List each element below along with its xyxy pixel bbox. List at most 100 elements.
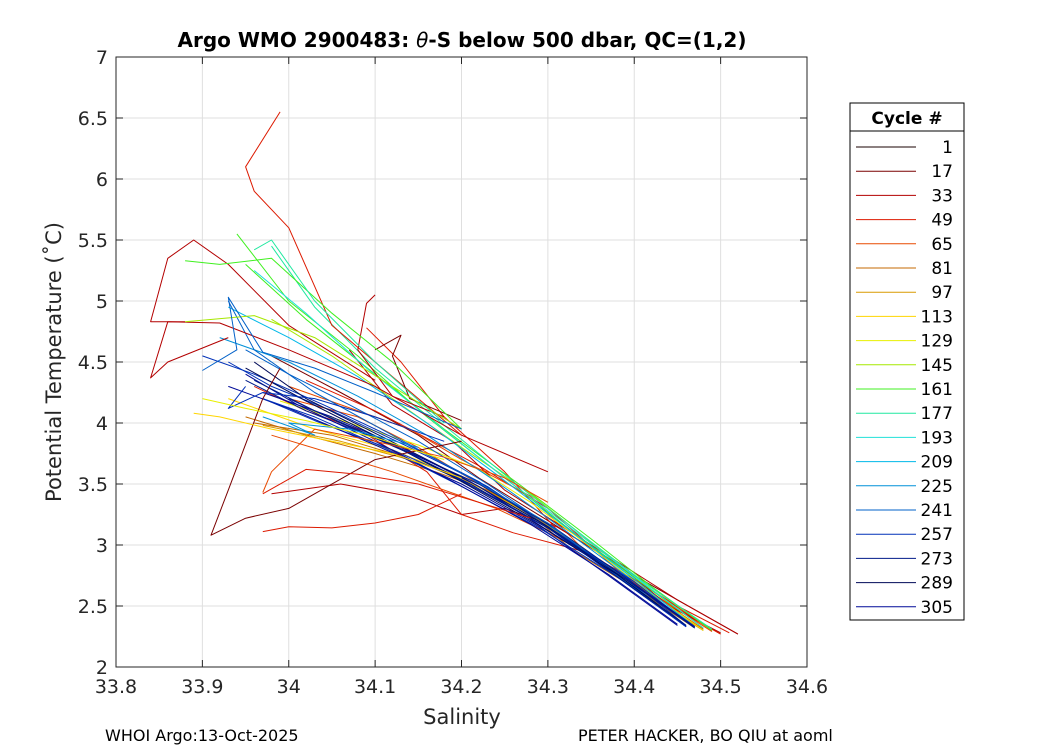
- chart-title-theta: θ: [416, 28, 428, 52]
- profile-lines: [150, 111, 739, 635]
- legend-entry-177: 177: [856, 404, 953, 424]
- y-tick-label: 4: [96, 413, 108, 435]
- profile-line-cycle-105: [202, 398, 445, 461]
- profile-line-cycle-12: [262, 493, 462, 533]
- legend-entry-225: 225: [856, 477, 953, 497]
- legend-label: 65: [931, 235, 953, 255]
- profile-line-cycle-6: [150, 239, 376, 381]
- legend-label: 177: [921, 404, 953, 424]
- x-tick-label: 33.9: [181, 676, 223, 698]
- x-tick-label: 33.8: [95, 676, 137, 698]
- profile-line-cycle-40: [245, 416, 704, 631]
- profile-line-cycle-45: [357, 294, 445, 418]
- legend-label: 273: [921, 549, 953, 569]
- x-tick-label: 34.2: [440, 676, 482, 698]
- profile-line-cycle-125: [253, 239, 445, 424]
- footer-left: WHOI Argo:13-Oct-2025: [105, 726, 299, 745]
- profile-line-cycle-170: [219, 337, 696, 629]
- legend-entry-49: 49: [856, 211, 953, 231]
- y-tick-label: 3: [96, 535, 108, 557]
- x-tick-label: 34.6: [786, 676, 828, 698]
- y-axis-ticks: 2 2.5 3 3.5 4 4.5 5 5.5 6 6.5 7: [78, 47, 807, 679]
- profile-line-cycle-305: [253, 379, 687, 626]
- legend-label: 97: [931, 283, 953, 303]
- profile-line-cycle-270: [245, 367, 687, 626]
- legend-label: 129: [921, 332, 953, 352]
- profile-line-cycle-120: [245, 264, 713, 631]
- y-tick-label: 2: [96, 657, 108, 679]
- legend-entry-305: 305: [856, 598, 953, 618]
- legend-label: 305: [921, 598, 953, 618]
- legend-entry-1: 1: [856, 138, 953, 158]
- x-tick-label: 34.3: [527, 676, 569, 698]
- y-tick-label: 2.5: [78, 596, 108, 618]
- legend-label: 289: [921, 574, 953, 594]
- legend-entry-145: 145: [856, 356, 953, 376]
- profile-line-cycle-118: [185, 257, 462, 430]
- legend-label: 209: [921, 453, 953, 473]
- legend-entry-129: 129: [856, 332, 953, 352]
- profile-line-cycle-3: [150, 321, 549, 473]
- profile-line-cycle-195: [202, 296, 462, 430]
- y-tick-label: 5.5: [78, 230, 108, 252]
- legend-entry-289: 289: [856, 574, 953, 594]
- legend-label: 113: [921, 307, 953, 327]
- profile-line-cycle-35: [271, 483, 721, 634]
- grid-lines: [116, 57, 807, 667]
- legend-entry-17: 17: [856, 162, 953, 182]
- profile-line-cycle-160: [228, 306, 696, 628]
- legend-entry-193: 193: [856, 428, 953, 448]
- legend-entry-209: 209: [856, 453, 953, 473]
- y-tick-label: 3.5: [78, 474, 108, 496]
- profile-line-cycle-18: [262, 468, 531, 519]
- x-axis-ticks: 33.8 33.9 34 34.1 34.2 34.3 34.4 34.5 34.6: [95, 57, 828, 698]
- profile-line-cycle-280: [228, 385, 678, 626]
- profile-line-cycle-150: [253, 270, 704, 629]
- y-tick-label: 7: [96, 47, 108, 69]
- legend: Cycle # 1 17 33 49 65 81 97 113 129 145 161 177 193 2…: [849, 102, 965, 621]
- legend-entry-81: 81: [856, 259, 953, 279]
- legend-entry-273: 273: [856, 549, 953, 569]
- legend-entry-97: 97: [856, 283, 953, 303]
- profile-line-cycle-210: [245, 379, 695, 628]
- profile-line-cycle-140: [271, 245, 713, 630]
- legend-entry-65: 65: [856, 235, 953, 255]
- chart-title-part-1: Argo WMO 2900483:: [178, 28, 417, 52]
- legend-label: 241: [921, 501, 953, 521]
- x-axis-label: Salinity: [423, 705, 501, 729]
- x-tick-label: 34.5: [699, 676, 741, 698]
- y-tick-label: 5: [96, 291, 108, 313]
- legend-title: Cycle #: [871, 109, 942, 129]
- legend-label: 161: [921, 380, 953, 400]
- legend-entry-257: 257: [856, 525, 953, 545]
- profile-line-cycle-60: [271, 434, 704, 630]
- legend-label: 193: [921, 428, 953, 448]
- x-tick-label: 34: [277, 676, 301, 698]
- legend-label: 1: [942, 138, 953, 158]
- profile-line-cycle-20: [348, 349, 739, 635]
- profile-line-cycle-22: [262, 428, 549, 503]
- legend-entries: 1 17 33 49 65 81 97 113 129 145 161 177 193 209 225 241…: [856, 138, 953, 618]
- legend-label: 33: [931, 186, 953, 206]
- chart-title-part-3: -S below 500 dbar, QC=(1,2): [428, 28, 746, 52]
- plot-area: 33.8 33.9 34 34.1 34.2 34.3 34.4 34.5 34.6 22.53…: [78, 47, 828, 698]
- x-tick-label: 34.1: [354, 676, 396, 698]
- profile-line-cycle-100: [279, 400, 704, 631]
- footer-right: PETER HACKER, BO QIU at aoml: [578, 726, 833, 745]
- y-tick-label: 6.5: [78, 108, 108, 130]
- legend-entry-161: 161: [856, 380, 953, 400]
- legend-label: 225: [921, 477, 953, 497]
- legend-entry-241: 241: [856, 501, 953, 521]
- legend-label: 81: [931, 259, 953, 279]
- profile-line-cycle-300: [245, 373, 678, 625]
- legend-label: 49: [931, 211, 953, 231]
- profile-line-cycle-250: [288, 398, 695, 629]
- profile-line-cycle-8: [210, 367, 462, 536]
- y-axis-label: Potential Temperature (˚C): [42, 222, 66, 502]
- y-tick-label: 4.5: [78, 352, 108, 374]
- chart-title: Argo WMO 2900483: θ-S below 500 dbar, QC…: [178, 28, 747, 52]
- profile-line-cycle-55: [374, 334, 462, 422]
- profile-line-cycle-245: [262, 416, 419, 448]
- legend-label: 17: [931, 162, 953, 182]
